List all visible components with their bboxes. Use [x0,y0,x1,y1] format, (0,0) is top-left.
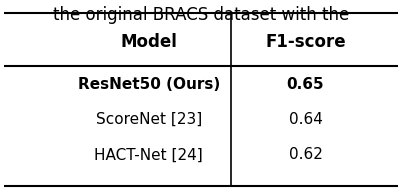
Text: 0.65: 0.65 [286,77,324,92]
Text: the original BRACS dataset with the: the original BRACS dataset with the [53,6,348,24]
Text: 0.62: 0.62 [288,147,322,162]
Text: ScoreNet [23]: ScoreNet [23] [95,112,201,127]
Text: ResNet50 (Ours): ResNet50 (Ours) [77,77,219,92]
Text: Model: Model [120,33,177,51]
Text: 0.64: 0.64 [288,112,322,127]
Text: F1-score: F1-score [265,33,345,51]
Text: HACT-Net [24]: HACT-Net [24] [94,147,203,162]
